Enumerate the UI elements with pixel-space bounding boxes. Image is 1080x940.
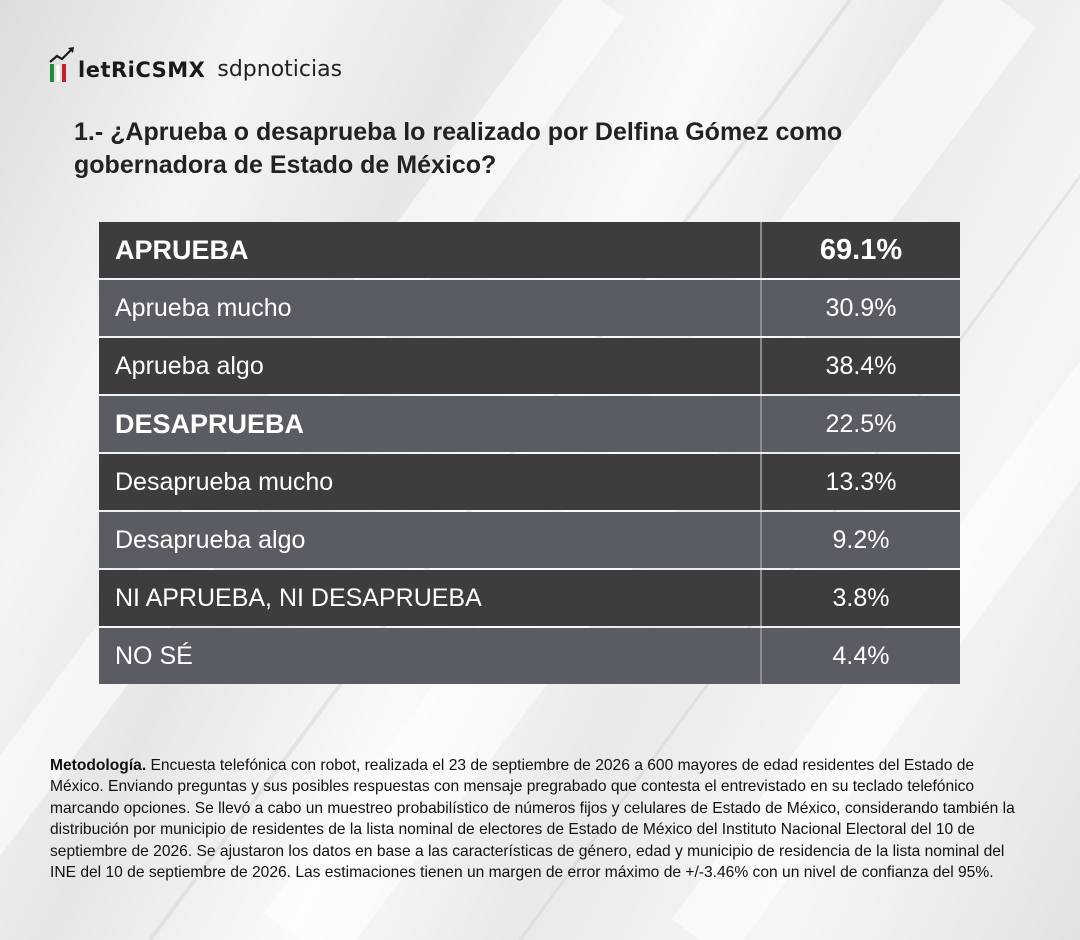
table-row-aprueba: APRUEBA 69.1% <box>99 222 960 278</box>
row-label: Aprueba algo <box>99 338 762 394</box>
row-value: 22.5% <box>825 409 897 438</box>
sdpnoticias-logo: sdpnoticias <box>217 57 343 82</box>
row-label: Aprueba mucho <box>99 280 762 336</box>
table-row-desaprueba-mucho: Desaprueba mucho 13.3% <box>99 454 960 510</box>
methodology-label: Metodología. <box>50 757 147 774</box>
brand-header: letRiCSMX sdpnoticias <box>48 44 342 84</box>
row-value: 9.2% <box>832 525 890 554</box>
table-row-ni-aprueba-ni-desaprueba: NI APRUEBA, NI DESAPRUEBA 3.8% <box>99 570 960 626</box>
row-value: 4.4% <box>832 641 890 670</box>
metrics-logo-icon <box>49 47 74 83</box>
table-row-no-se: NO SÉ 4.4% <box>99 628 960 684</box>
row-value: 30.9% <box>825 293 897 322</box>
results-table: APRUEBA 69.1% Aprueba mucho 30.9% Aprueb… <box>99 222 960 686</box>
table-row-aprueba-mucho: Aprueba mucho 30.9% <box>99 280 960 336</box>
methodology-note: Metodología. Encuesta telefónica con rob… <box>50 755 1025 883</box>
metrics-logo-text: letRiCSMX <box>78 58 206 82</box>
row-value: 69.1% <box>819 233 903 266</box>
row-value: 38.4% <box>825 351 897 380</box>
row-label: NI APRUEBA, NI DESAPRUEBA <box>99 570 762 626</box>
row-label: DESAPRUEBA <box>99 396 762 452</box>
row-label: NO SÉ <box>99 628 762 684</box>
row-value: 13.3% <box>825 467 897 496</box>
table-row-aprueba-algo: Aprueba algo 38.4% <box>99 338 960 394</box>
table-row-desaprueba-algo: Desaprueba algo 9.2% <box>99 512 960 568</box>
methodology-text: Encuesta telefónica con robot, realizada… <box>50 757 1015 882</box>
row-value: 3.8% <box>832 583 890 612</box>
row-label: APRUEBA <box>99 222 762 278</box>
row-label: Desaprueba algo <box>99 512 762 568</box>
question-title: 1.- ¿Aprueba o desaprueba lo realizado p… <box>74 118 843 179</box>
table-row-desaprueba: DESAPRUEBA 22.5% <box>99 396 960 452</box>
row-label: Desaprueba mucho <box>99 454 762 510</box>
